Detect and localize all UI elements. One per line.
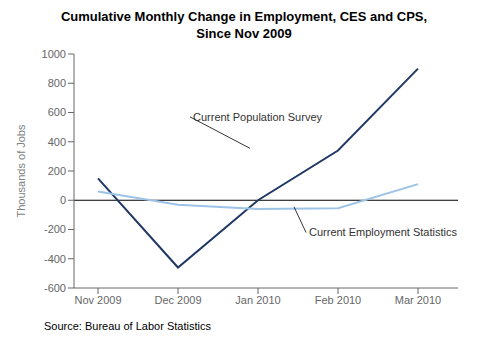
- svg-text:Dec 2009: Dec 2009: [154, 294, 201, 306]
- svg-text:Current Population Survey: Current Population Survey: [193, 111, 323, 123]
- svg-text:Jan 2010: Jan 2010: [235, 294, 280, 306]
- svg-text:800: 800: [48, 77, 66, 89]
- svg-text:0: 0: [60, 194, 66, 206]
- html-text:Source: Bureau of Labor Statis: Source: Bureau of Labor Statistics: [44, 320, 211, 332]
- html-text:Cumulative Monthly Change in E: Cumulative Monthly Change in Employment,…: [60, 9, 428, 24]
- svg-text:Mar 2010: Mar 2010: [395, 294, 441, 306]
- svg-text:-400: -400: [44, 253, 66, 265]
- svg-text:400: 400: [48, 136, 66, 148]
- svg-text:-200: -200: [44, 223, 66, 235]
- svg-text:Nov 2009: Nov 2009: [74, 294, 121, 306]
- html-text:Since Nov 2009: Since Nov 2009: [196, 26, 292, 41]
- svg-text:200: 200: [48, 165, 66, 177]
- svg-text:Feb 2010: Feb 2010: [315, 294, 361, 306]
- svg-text:Current Employment Statistics: Current Employment Statistics: [309, 226, 457, 238]
- svg-text:-600: -600: [44, 282, 66, 294]
- svg-text:1000: 1000: [42, 48, 66, 60]
- svg-text:600: 600: [48, 106, 66, 118]
- svg-text:Thousands of Jobs: Thousands of Jobs: [15, 124, 27, 217]
